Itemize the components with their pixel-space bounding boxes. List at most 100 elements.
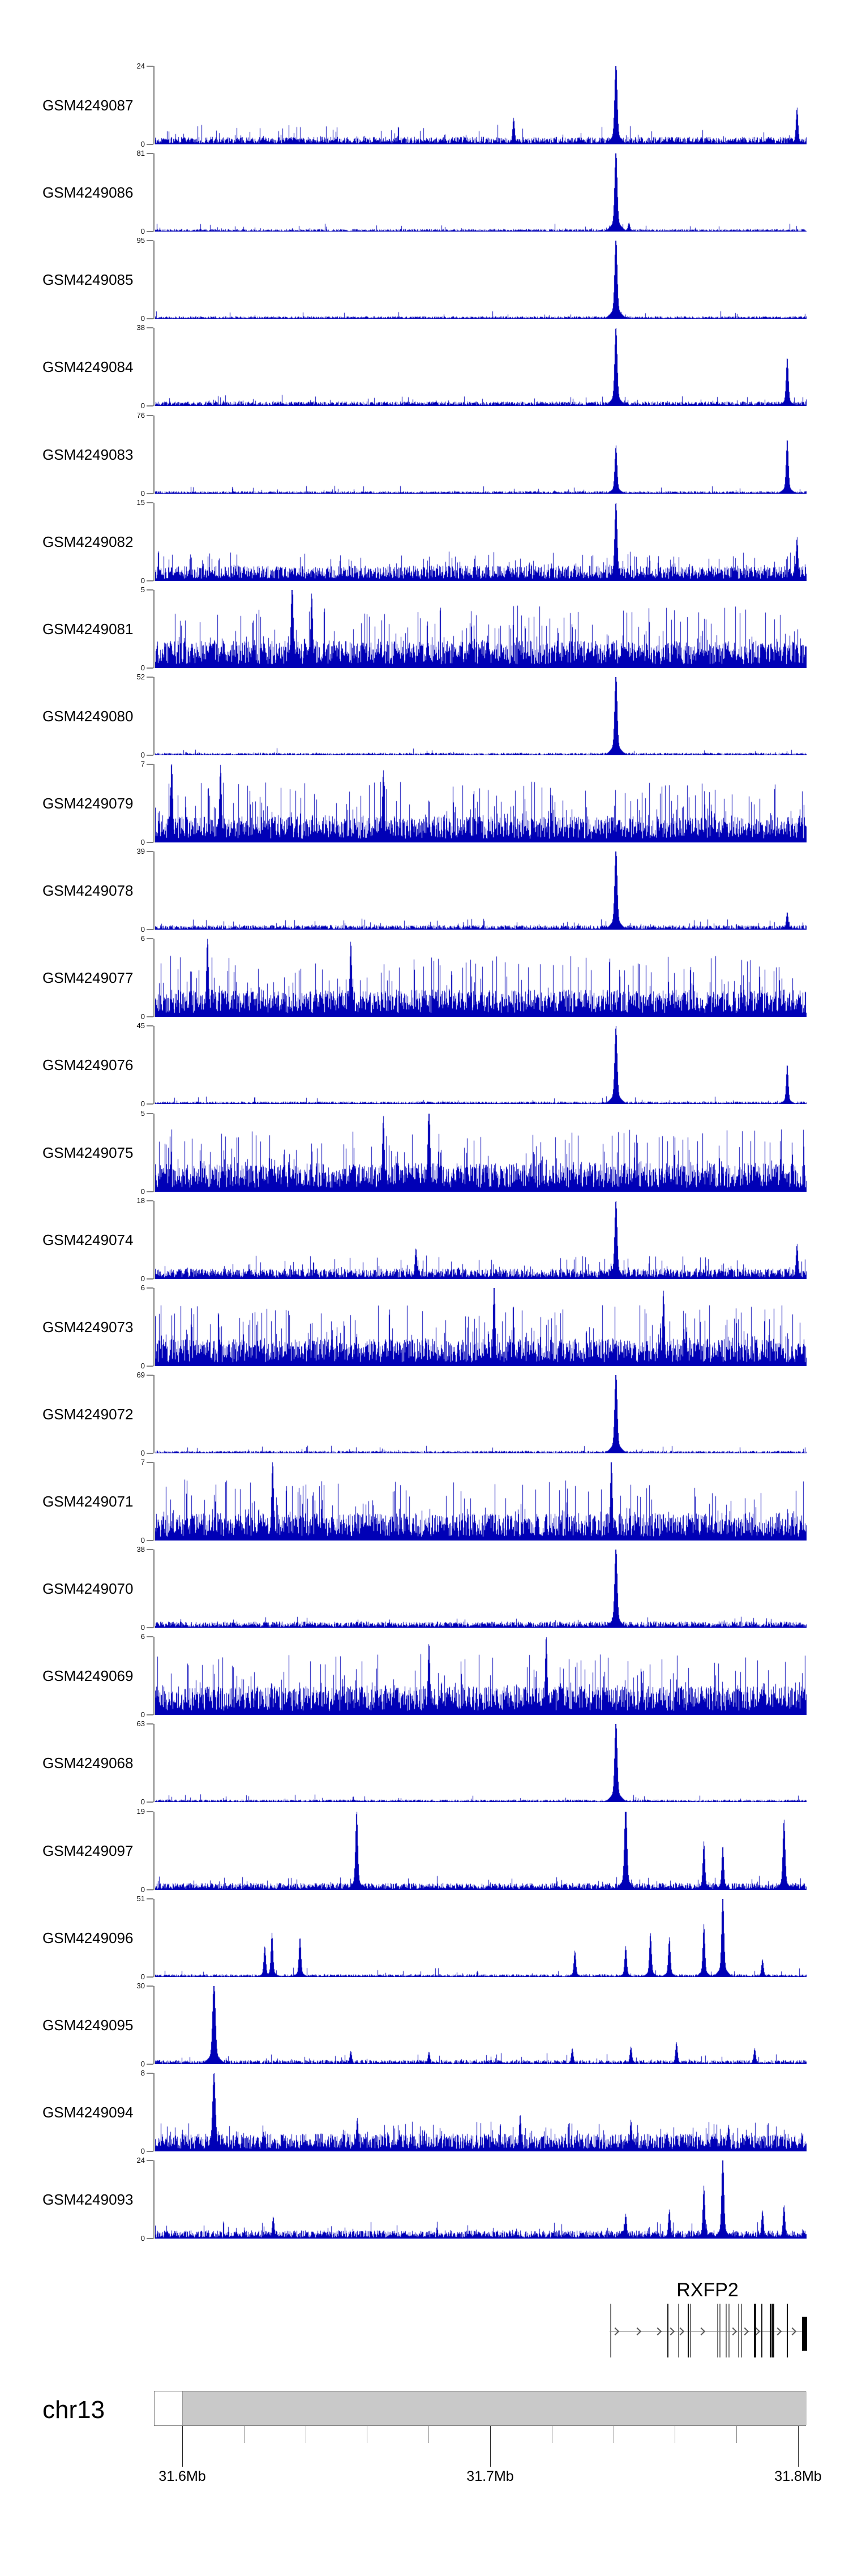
track-histogram-canvas	[155, 1899, 807, 1977]
y-axis-top-tick	[147, 1462, 153, 1463]
y-axis-zero-tick	[147, 1540, 153, 1541]
track-label: GSM4249072	[42, 1406, 134, 1423]
y-axis-zero-tick	[147, 755, 153, 756]
exon-bar	[678, 2304, 680, 2357]
strand-arrow-icon	[611, 2327, 619, 2336]
axis-minor-tick	[428, 2426, 429, 2443]
axis-tick-label: 31.6Mb	[158, 2468, 206, 2484]
y-axis-zero-tick	[147, 842, 153, 843]
y-axis-zero-tick	[147, 1016, 153, 1017]
y-axis-zero-tick	[147, 144, 153, 145]
track-y-axis	[153, 1550, 155, 1628]
y-axis-top-tick	[147, 2073, 153, 2074]
track-histogram-canvas	[155, 764, 807, 842]
axis-major-tick	[798, 2426, 799, 2467]
track-label: GSM4249071	[42, 1493, 134, 1510]
track-row: GSM4249078 39 0	[0, 847, 849, 934]
track-histogram-canvas	[155, 1812, 807, 1890]
y-axis-top-tick	[147, 677, 153, 678]
exon-bar	[773, 2304, 774, 2357]
track-ymax-label: 76	[136, 411, 145, 420]
track-label: GSM4249070	[42, 1580, 134, 1597]
strand-arrow-icon	[729, 2327, 737, 2336]
track-zero-label: 0	[140, 1012, 145, 1021]
track-row: GSM4249085 95 0	[0, 237, 849, 323]
track-histogram-canvas	[155, 939, 807, 1017]
y-axis-top-tick	[147, 1200, 153, 1201]
track-zero-label: 0	[140, 140, 145, 148]
strand-arrow-icon	[788, 2327, 797, 2336]
track-histogram-canvas	[155, 1201, 807, 1279]
exon-bar	[610, 2304, 611, 2357]
track-ymax-label: 7	[140, 760, 145, 768]
track-label: GSM4249068	[42, 1755, 134, 1771]
exon-bar	[689, 2304, 691, 2357]
track-ymax-label: 81	[136, 149, 145, 157]
track-y-axis	[153, 764, 155, 842]
gene-end-exon-box	[802, 2317, 808, 2351]
track-histogram-canvas	[155, 677, 807, 755]
track-row: GSM4249074 18 0	[0, 1197, 849, 1283]
ideogram-bar	[154, 2391, 807, 2426]
track-y-axis	[153, 503, 155, 581]
track-y-axis	[153, 851, 155, 930]
track-histogram-canvas	[155, 2160, 807, 2239]
track-y-axis	[153, 1724, 155, 1802]
track-label: GSM4249073	[42, 1319, 134, 1336]
track-ymax-label: 30	[136, 1982, 145, 1990]
track-zero-label: 0	[140, 576, 145, 585]
track-histogram-canvas	[155, 416, 807, 494]
track-zero-label: 0	[140, 1623, 145, 1632]
y-axis-top-tick	[147, 1986, 153, 1987]
track-zero-label: 0	[140, 2060, 145, 2068]
track-y-axis	[153, 66, 155, 144]
track-row: GSM4249077 6 0	[0, 935, 849, 1021]
track-y-axis	[153, 1375, 155, 1453]
y-axis-zero-tick	[147, 493, 153, 494]
exon-bar	[717, 2304, 718, 2357]
track-ymax-label: 69	[136, 1371, 145, 1379]
y-axis-top-tick	[147, 1723, 153, 1725]
y-axis-top-tick	[147, 1549, 153, 1550]
track-row: GSM4249087 24 0	[0, 62, 849, 148]
track-y-axis	[153, 241, 155, 319]
track-label: GSM4249084	[42, 358, 134, 375]
track-ymax-label: 51	[136, 1894, 145, 1903]
track-row: GSM4249069 6 0	[0, 1633, 849, 1719]
track-label: GSM4249093	[42, 2191, 134, 2208]
track-label: GSM4249082	[42, 533, 134, 550]
y-axis-zero-tick	[147, 929, 153, 930]
track-zero-label: 0	[140, 1885, 145, 1894]
axis-tick-label: 31.8Mb	[774, 2468, 822, 2484]
ideogram-range-highlight	[182, 2391, 807, 2425]
track-ymax-label: 15	[136, 498, 145, 507]
track-y-axis	[153, 2160, 155, 2239]
exon-bar	[738, 2304, 740, 2357]
y-axis-zero-tick	[147, 1714, 153, 1715]
track-zero-label: 0	[140, 314, 145, 323]
track-histogram-canvas	[155, 241, 807, 319]
track-histogram-canvas	[155, 503, 807, 581]
track-ymax-label: 39	[136, 847, 145, 855]
track-y-axis	[153, 939, 155, 1017]
track-y-axis	[153, 1812, 155, 1890]
y-axis-top-tick	[147, 589, 153, 590]
track-histogram-canvas	[155, 1637, 807, 1715]
y-axis-zero-tick	[147, 1627, 153, 1628]
track-ymax-label: 52	[136, 673, 145, 681]
track-histogram-canvas	[155, 328, 807, 406]
track-ymax-label: 18	[136, 1196, 145, 1205]
track-row: GSM4249081 5 0	[0, 586, 849, 672]
track-row: GSM4249079 7 0	[0, 760, 849, 846]
track-zero-label: 0	[140, 1536, 145, 1544]
track-zero-label: 0	[140, 751, 145, 759]
track-histogram-canvas	[155, 1114, 807, 1192]
track-y-axis	[153, 1462, 155, 1541]
track-row: GSM4249086 81 0	[0, 149, 849, 236]
track-y-axis	[153, 1637, 155, 1715]
y-axis-zero-tick	[147, 405, 153, 406]
track-ymax-label: 8	[140, 2069, 145, 2077]
chromosome-label: chr13	[42, 2396, 105, 2424]
track-label: GSM4249081	[42, 621, 134, 637]
